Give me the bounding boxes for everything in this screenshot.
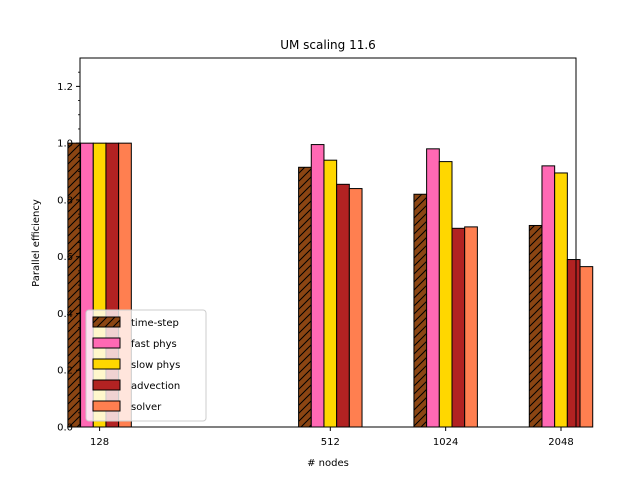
y-tick-label-0.4: 0.4: [57, 309, 73, 320]
legend-label-fast-phys: fast phys: [131, 339, 177, 350]
y-tick-label-1.2: 1.2: [57, 82, 73, 93]
bar-fast-phys-512: [310, 144, 325, 428]
legend-swatch-solver: [92, 400, 121, 412]
legend-swatch-advection: [92, 379, 121, 391]
x-tick-label-512: 512: [321, 437, 340, 448]
bar-solver-512: [348, 188, 363, 428]
bar-slow-phys-512: [323, 159, 338, 428]
bar-fast-phys-2048: [541, 165, 556, 428]
y-tick-label-1.0: 1.0: [57, 139, 73, 150]
plot-area: 0.0 0.2 0.4 0.6 0.8 1.0 1.2 128 512 1024 2048: [57, 57, 594, 448]
bar-time-step-128-hatch: [67, 143, 81, 427]
legend-label-slow-phys: slow phys: [131, 360, 180, 371]
bar-time-step-512-hatch: [298, 167, 312, 427]
bar-solver-1024: [464, 226, 478, 428]
legend-swatch-hatch-time-step: [93, 317, 120, 327]
bar-solver-2048: [579, 266, 594, 428]
bar-slow-phys-1024: [438, 161, 453, 428]
bar-advection-1024: [451, 227, 466, 428]
bar-time-step-2048-hatch: [529, 225, 542, 427]
x-tick-label-1024: 1024: [433, 437, 458, 448]
legend-label-advection: advection: [131, 381, 180, 392]
bar-advection-512: [336, 183, 350, 428]
x-axis-label: # nodes: [307, 458, 349, 469]
bar-fast-phys-1024: [426, 148, 440, 428]
x-tick-label-2048: 2048: [548, 437, 573, 448]
x-tick-label-128: 128: [90, 437, 109, 448]
y-axis-label: Parallel efficiency: [31, 199, 42, 287]
legend-label-solver: solver: [131, 402, 162, 413]
y-tick-label-0.6: 0.6: [57, 252, 73, 263]
y-tick-label-0.0: 0.0: [57, 423, 73, 434]
legend-swatch-slow-phys: [92, 358, 121, 370]
legend: time-step fast phys slow phys advection solv…: [85, 309, 207, 422]
y-tick-label-0.2: 0.2: [57, 366, 73, 377]
y-tick-label-0.8: 0.8: [57, 195, 73, 206]
chart-title: UM scaling 11.6: [280, 38, 376, 52]
legend-swatch-fast-phys: [92, 337, 121, 349]
bar-time-step-1024-hatch: [413, 194, 427, 427]
legend-label-time-step: time-step: [131, 318, 179, 329]
bar-advection-2048: [566, 259, 581, 428]
bar-slow-phys-2048: [554, 172, 568, 428]
